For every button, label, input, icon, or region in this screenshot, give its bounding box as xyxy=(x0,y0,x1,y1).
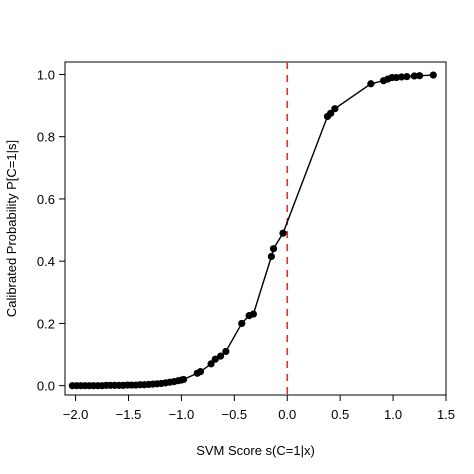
data-point xyxy=(331,105,339,113)
x-tick-label: −0.5 xyxy=(221,407,247,422)
data-point xyxy=(269,245,278,253)
data-point xyxy=(367,80,375,88)
data-point xyxy=(222,347,230,356)
y-tick-label: 0.8 xyxy=(37,130,55,145)
data-point xyxy=(397,73,406,81)
y-tick-label: 1.0 xyxy=(37,67,55,82)
data-point xyxy=(429,71,437,79)
y-tick-label: 0.4 xyxy=(37,254,55,269)
series-line xyxy=(72,74,434,387)
data-point xyxy=(327,109,335,117)
data-point xyxy=(179,375,188,384)
x-tick-label: 1.5 xyxy=(437,407,455,422)
y-tick-label: 0.6 xyxy=(37,192,55,207)
data-points xyxy=(68,71,437,390)
axes: −2.0 −1.5 −1.0 −0.5 0.0 0.5 1.0 1.5 0.0 0.2 0.4 0.6… xyxy=(37,67,455,422)
data-point xyxy=(392,73,400,82)
x-axis-title: SVM Score s(C=1|x) xyxy=(196,443,315,458)
x-tick-label: 1.0 xyxy=(384,407,402,422)
data-point xyxy=(279,229,287,237)
data-point xyxy=(249,310,257,318)
x-tick-label: −1.0 xyxy=(169,407,195,422)
data-point xyxy=(207,360,215,368)
y-tick-label: 0.0 xyxy=(37,379,55,394)
x-tick-label: 0.0 xyxy=(278,407,296,422)
data-point xyxy=(415,72,424,80)
data-point xyxy=(238,319,246,328)
data-point xyxy=(196,368,205,376)
y-tick-label: 0.2 xyxy=(37,316,55,331)
data-point xyxy=(267,252,275,261)
plot-frame xyxy=(64,61,447,396)
x-tick-label: −2.0 xyxy=(63,407,89,422)
x-tick-label: 0.5 xyxy=(331,407,349,422)
data-point xyxy=(403,73,411,81)
data-point xyxy=(216,352,225,360)
data-point xyxy=(410,72,418,80)
y-axis-title: Calibrated Probability P[C=1|s] xyxy=(4,140,19,317)
x-tick-label: −1.5 xyxy=(116,407,142,422)
data-point xyxy=(211,355,219,363)
